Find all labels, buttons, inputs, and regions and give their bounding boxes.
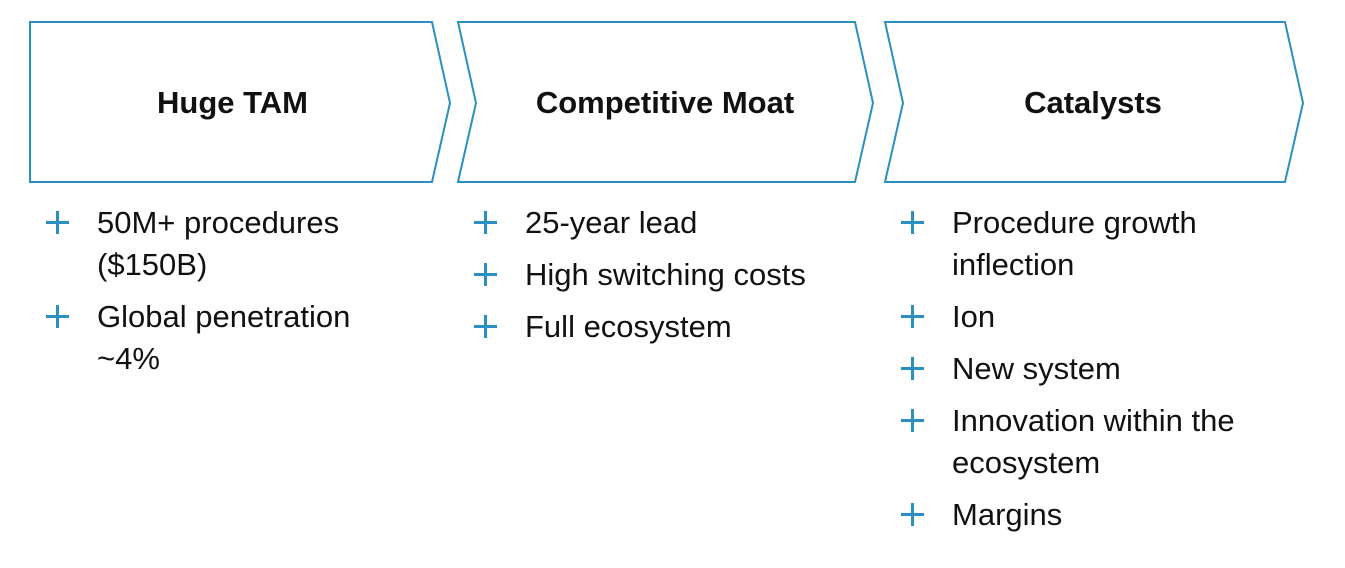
plus-icon	[897, 400, 933, 442]
plus-icon	[470, 254, 506, 296]
list-item: 50M+ procedures ($150B)	[30, 202, 420, 286]
list-item: Procedure growth inflection	[885, 202, 1305, 286]
bullet-list-competitive-moat: 25-year lead High switching costs Full e…	[458, 202, 878, 358]
bullet-text: Ion	[952, 299, 996, 334]
column-title-huge-tam: Huge TAM	[157, 85, 308, 120]
list-item: 25-year lead	[458, 202, 878, 244]
list-item: High switching costs	[458, 254, 878, 296]
column-title-catalysts: Catalysts	[1024, 85, 1162, 120]
plus-icon	[42, 296, 78, 338]
bullet-text: Full ecosystem	[525, 309, 732, 344]
list-item: Margins	[885, 494, 1305, 536]
plus-icon	[897, 494, 933, 536]
plus-icon	[897, 296, 933, 338]
plus-icon	[42, 202, 78, 244]
plus-icon	[470, 202, 506, 244]
bullet-text: Procedure growth inflection	[952, 205, 1197, 282]
bullet-text: Innovation within the ecosystem	[952, 403, 1235, 480]
bullet-text: 25-year lead	[525, 205, 698, 240]
column-title-competitive-moat: Competitive Moat	[535, 85, 795, 120]
list-item: Ion	[885, 296, 1305, 338]
plus-icon	[897, 202, 933, 244]
bullet-list-huge-tam: 50M+ procedures ($150B) Global penetrati…	[30, 202, 420, 390]
plus-icon	[470, 306, 506, 348]
bullet-text: Margins	[952, 497, 1063, 532]
chevron-huge-tam	[29, 21, 452, 183]
list-item: Innovation within the ecosystem	[885, 400, 1305, 484]
chevron-process-flow	[29, 21, 1305, 183]
bullet-text: New system	[952, 351, 1121, 386]
chevron-competitive-moat	[456, 21, 875, 183]
list-item: Full ecosystem	[458, 306, 878, 348]
bullet-text: Global penetration ~4%	[97, 299, 351, 376]
plus-icon	[897, 348, 933, 390]
list-item: Global penetration ~4%	[30, 296, 420, 380]
bullet-text: 50M+ procedures ($150B)	[97, 205, 340, 282]
chevron-catalysts	[883, 21, 1305, 183]
list-item: New system	[885, 348, 1305, 390]
bullet-list-catalysts: Procedure growth inflection Ion New syst…	[885, 202, 1305, 546]
bullet-text: High switching costs	[525, 257, 806, 292]
